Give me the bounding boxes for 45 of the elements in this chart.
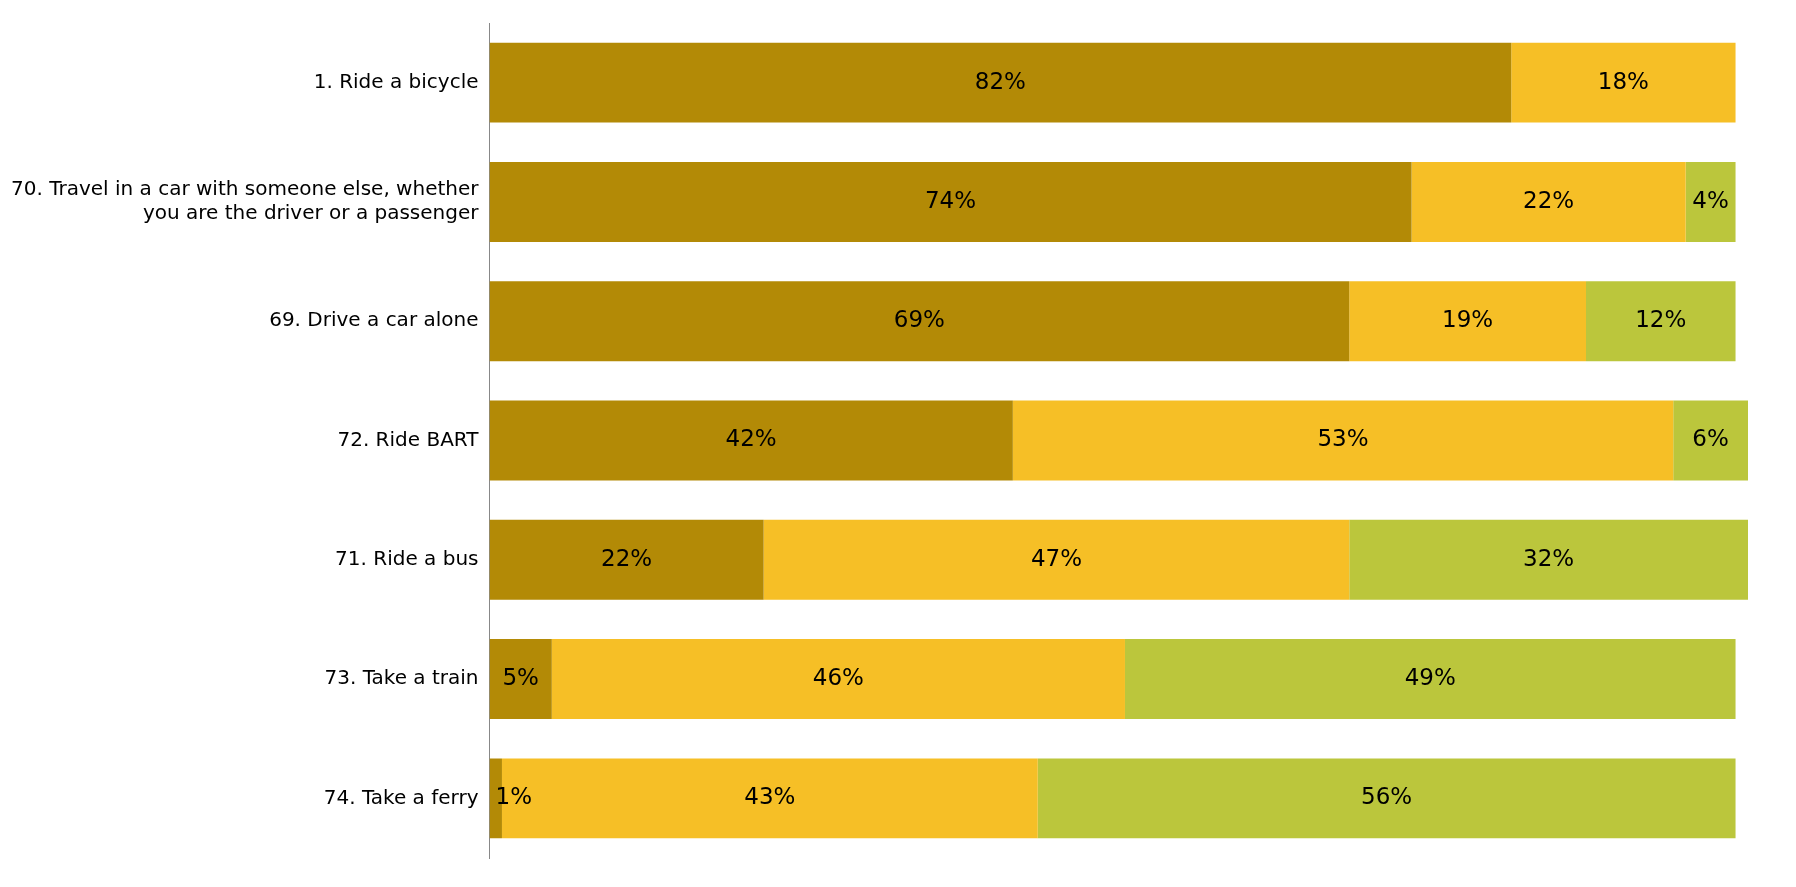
data-label: 4% — [1692, 186, 1729, 213]
bar — [1037, 758, 1736, 839]
data-label: 46% — [812, 664, 864, 691]
bar — [1012, 400, 1674, 481]
bar — [489, 519, 764, 600]
data-label: 22% — [1523, 186, 1575, 213]
data-label: 42% — [725, 425, 777, 452]
data-label: 22% — [601, 544, 653, 571]
data-label: 53% — [1317, 425, 1369, 452]
data-label: 19% — [1442, 306, 1494, 333]
bar — [489, 400, 1013, 481]
data-label: 56% — [1361, 783, 1413, 810]
data-label: 1% — [495, 783, 532, 810]
data-label: 69% — [893, 306, 945, 333]
y-tick-label: 72. Ride BART — [337, 426, 480, 451]
data-label: 74% — [924, 186, 977, 213]
bar — [1586, 281, 1736, 362]
bar — [551, 639, 1125, 720]
data-label: 12% — [1635, 306, 1687, 333]
bar — [1411, 161, 1686, 242]
bar — [1349, 519, 1748, 600]
y-tick-label: 69. Drive a car alone — [269, 307, 479, 332]
data-label: 5% — [502, 664, 539, 691]
bar — [1685, 161, 1736, 242]
y-tick-label: 70. Travel in a car with someone else, whether you are the driver or a passenger — [11, 176, 480, 225]
bar — [1124, 639, 1736, 720]
bar — [489, 161, 1412, 242]
data-label: 47% — [1030, 544, 1083, 571]
data-label: 43% — [744, 783, 796, 810]
y-tick-label: 1. Ride a bicycle — [313, 68, 479, 93]
data-label: 32% — [1523, 544, 1575, 571]
bar — [763, 519, 1350, 600]
bar — [489, 281, 1350, 362]
data-label: 82% — [974, 67, 1026, 94]
bar — [489, 639, 552, 720]
bar — [1511, 42, 1736, 123]
data-label: 18% — [1597, 67, 1649, 94]
y-tick-label: 74. Take a ferry — [323, 784, 479, 809]
bar — [489, 42, 1512, 123]
data-label: 49% — [1404, 664, 1456, 691]
y-tick-label: 73. Take a train — [324, 665, 479, 690]
y-tick-label: 71. Ride a bus — [335, 545, 479, 570]
data-label: 6% — [1692, 425, 1729, 452]
bar — [1673, 400, 1748, 481]
bar — [1349, 281, 1587, 362]
